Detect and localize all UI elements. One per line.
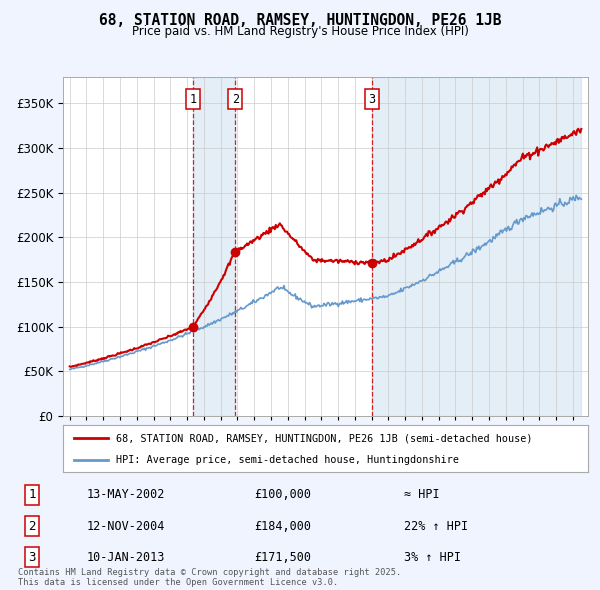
Text: 3: 3 (28, 550, 36, 563)
Text: ≈ HPI: ≈ HPI (404, 489, 439, 502)
Text: 10-JAN-2013: 10-JAN-2013 (87, 550, 165, 563)
Text: 3: 3 (368, 93, 376, 106)
Text: Price paid vs. HM Land Registry's House Price Index (HPI): Price paid vs. HM Land Registry's House … (131, 25, 469, 38)
Text: HPI: Average price, semi-detached house, Huntingdonshire: HPI: Average price, semi-detached house,… (115, 455, 458, 465)
Text: 68, STATION ROAD, RAMSEY, HUNTINGDON, PE26 1JB (semi-detached house): 68, STATION ROAD, RAMSEY, HUNTINGDON, PE… (115, 433, 532, 443)
Text: 2: 2 (28, 520, 36, 533)
Text: Contains HM Land Registry data © Crown copyright and database right 2025.
This d: Contains HM Land Registry data © Crown c… (18, 568, 401, 587)
Text: 12-NOV-2004: 12-NOV-2004 (87, 520, 165, 533)
Text: 68, STATION ROAD, RAMSEY, HUNTINGDON, PE26 1JB: 68, STATION ROAD, RAMSEY, HUNTINGDON, PE… (99, 13, 501, 28)
Text: £171,500: £171,500 (254, 550, 311, 563)
Text: 3% ↑ HPI: 3% ↑ HPI (404, 550, 461, 563)
Bar (193, 77, 235, 416)
Text: £100,000: £100,000 (254, 489, 311, 502)
Text: 22% ↑ HPI: 22% ↑ HPI (404, 520, 468, 533)
Text: 13-MAY-2002: 13-MAY-2002 (87, 489, 165, 502)
Text: 2: 2 (232, 93, 239, 106)
Bar (372, 77, 581, 416)
Text: 1: 1 (28, 489, 36, 502)
Text: 1: 1 (190, 93, 197, 106)
Text: £184,000: £184,000 (254, 520, 311, 533)
